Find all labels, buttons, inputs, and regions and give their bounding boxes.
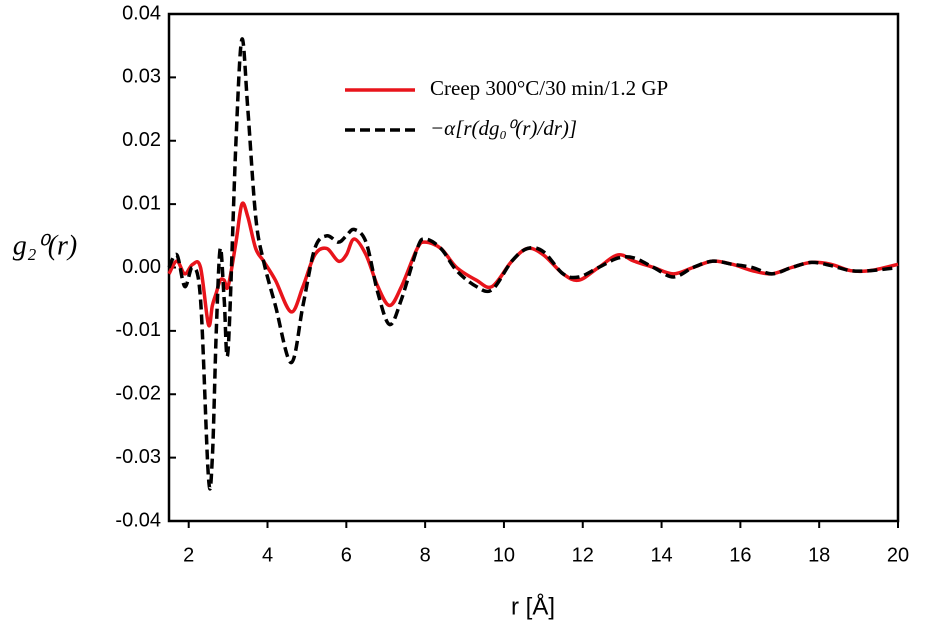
y-tick-label: 0.00 — [122, 256, 161, 278]
legend-label: −α[r(dg₀⁰(r)/dr)] — [430, 116, 577, 140]
x-tick-label: 4 — [262, 544, 273, 566]
x-tick-label: 18 — [808, 544, 830, 566]
x-tick-label: 8 — [420, 544, 431, 566]
legend-label: Creep 300°C/30 min/1.2 GP — [430, 76, 668, 100]
x-tick-label: 10 — [493, 544, 515, 566]
series-line — [167, 37, 899, 491]
x-tick-label: 6 — [341, 544, 352, 566]
y-tick-label: 0.04 — [122, 2, 161, 24]
x-tick-label: 12 — [572, 544, 594, 566]
x-tick-label: 16 — [729, 544, 751, 566]
y-tick-label: 0.02 — [122, 129, 161, 151]
y-tick-label: 0.01 — [122, 192, 161, 214]
series-line — [167, 201, 899, 328]
y-tick-label: 0.03 — [122, 66, 161, 88]
y-tick-label: -0.03 — [115, 446, 161, 468]
x-tick-label: 20 — [887, 544, 909, 566]
x-axis-label: r [Å] — [511, 592, 555, 620]
y-tick-label: -0.02 — [115, 383, 161, 405]
y-axis-label: g₂⁰(r) — [13, 230, 78, 261]
y-tick-label: -0.04 — [115, 509, 161, 531]
x-tick-label: 14 — [650, 544, 672, 566]
x-tick-label: 2 — [183, 544, 194, 566]
y-tick-label: -0.01 — [115, 319, 161, 341]
